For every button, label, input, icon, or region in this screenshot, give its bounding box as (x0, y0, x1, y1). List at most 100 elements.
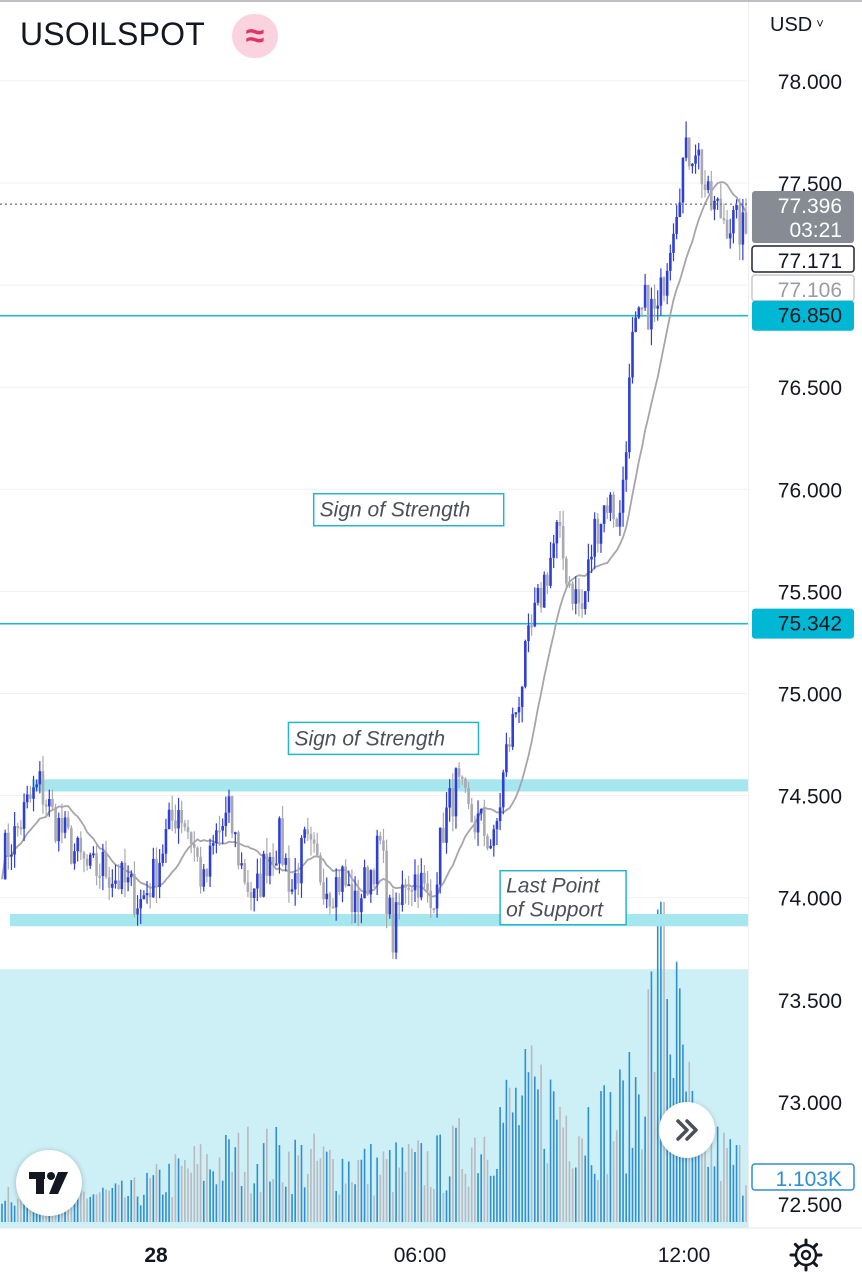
candle-body (95, 853, 98, 876)
currency-selector[interactable]: USD ˅ (770, 14, 824, 37)
volume-bar (540, 1064, 542, 1222)
volume-bar (562, 1127, 564, 1222)
volume-bar (508, 1087, 511, 1222)
candle-body (98, 875, 102, 878)
symbol-title[interactable]: USOILSPOT (20, 16, 205, 52)
volume-bar (537, 1089, 539, 1222)
volume-bar (429, 1187, 432, 1222)
candle-body (29, 794, 32, 799)
volume-tag-bg (751, 1163, 855, 1191)
volume-bar (313, 1133, 315, 1222)
approx-badge-icon[interactable]: ≈ (232, 14, 278, 58)
candle-body (552, 543, 555, 558)
volume-bar (250, 1193, 252, 1222)
candle-body (331, 906, 335, 909)
candle-body (189, 832, 193, 844)
annotation-box: Sign of Strength (312, 492, 505, 527)
price-tick-label: 75.500 (778, 581, 842, 604)
candle-body (590, 556, 593, 560)
candle-body (224, 812, 228, 827)
candle-body (435, 884, 439, 909)
last-price-tag-text: 03:21 (789, 219, 842, 242)
annotation-frame (499, 869, 627, 926)
candle-body (199, 856, 202, 887)
volume-bar (376, 1157, 378, 1222)
candle-body (369, 870, 373, 895)
volume-bar (609, 1092, 612, 1222)
candle-body (155, 858, 158, 888)
candle-body (568, 583, 571, 586)
annotation-frame (312, 492, 505, 527)
volume-bar (606, 1174, 609, 1222)
volume-bar (738, 1145, 741, 1222)
candle-body (615, 519, 619, 527)
candle-body (41, 771, 45, 805)
candle-body (640, 307, 644, 310)
volume-bar (571, 1168, 574, 1222)
volume-bar (660, 901, 662, 1222)
volume-bar (366, 1183, 369, 1222)
candle-body (665, 270, 669, 296)
volume-bar (231, 1171, 233, 1222)
scroll-to-realtime-button[interactable] (659, 1102, 715, 1158)
volume-bar (243, 1171, 246, 1222)
volume-bar (168, 1163, 170, 1222)
candle-body (678, 202, 682, 217)
last-price-tag-text: 77.396 (778, 195, 842, 218)
candle-body (319, 855, 322, 883)
candle-body (284, 858, 288, 865)
volume-bar (1, 1203, 3, 1222)
candle-body (423, 872, 426, 884)
volume-bar (32, 1206, 35, 1222)
volume-bar (556, 1119, 558, 1222)
candle-body (287, 858, 291, 892)
price-axis[interactable]: 78.000 77.500 76.500 76.000 75.500 75.000 74.5… (0, 0, 862, 1229)
candle-body (716, 198, 719, 201)
volume-bar (98, 1192, 101, 1222)
volume-bar (300, 1144, 303, 1222)
price-tick-label: 76.000 (778, 479, 842, 502)
candle-body (388, 897, 392, 915)
candle-body (196, 847, 199, 857)
candle-body (587, 559, 590, 592)
volume-bar (644, 1116, 646, 1222)
volume-bar (578, 1136, 580, 1222)
candle-body (133, 874, 136, 915)
candle-body (215, 830, 218, 844)
time-axis[interactable]: 28 06:00 12:00 (144, 1244, 710, 1267)
volume-bar (631, 1147, 634, 1222)
candle-body (372, 870, 376, 885)
candle-body (593, 518, 596, 557)
volume-bar (395, 1142, 397, 1222)
candle-body (10, 854, 13, 857)
candle-body (527, 625, 530, 642)
chevron-down-icon: ˅ (816, 16, 824, 31)
volume-bar (697, 1121, 700, 1222)
volume-bar (625, 1173, 628, 1222)
candle-body (558, 522, 562, 526)
volume-bar (470, 1147, 473, 1222)
candle-body (710, 181, 713, 210)
gear-icon[interactable] (788, 1237, 824, 1273)
volume-bar (710, 1134, 713, 1222)
volume-bar (568, 1161, 571, 1222)
candle-body (495, 821, 499, 830)
candle-body (479, 809, 483, 814)
volume-bar (417, 1140, 419, 1222)
time-tick-label: 06:00 (394, 1244, 447, 1267)
ma-slow-tag-text: 77.106 (778, 279, 842, 302)
volume-bar (713, 1166, 716, 1222)
volume-bar (420, 1143, 423, 1222)
candle-body (19, 827, 23, 830)
candle-body (605, 505, 609, 513)
candle-body (675, 216, 678, 234)
candle-body (486, 835, 489, 849)
volume-bar (281, 1182, 284, 1222)
tradingview-logo-icon[interactable] (16, 1150, 82, 1216)
volume-bar (448, 1176, 451, 1222)
volume-bar (316, 1160, 319, 1222)
candle-body (57, 817, 61, 842)
annotation-frame (287, 721, 480, 756)
candle-body (85, 858, 89, 866)
